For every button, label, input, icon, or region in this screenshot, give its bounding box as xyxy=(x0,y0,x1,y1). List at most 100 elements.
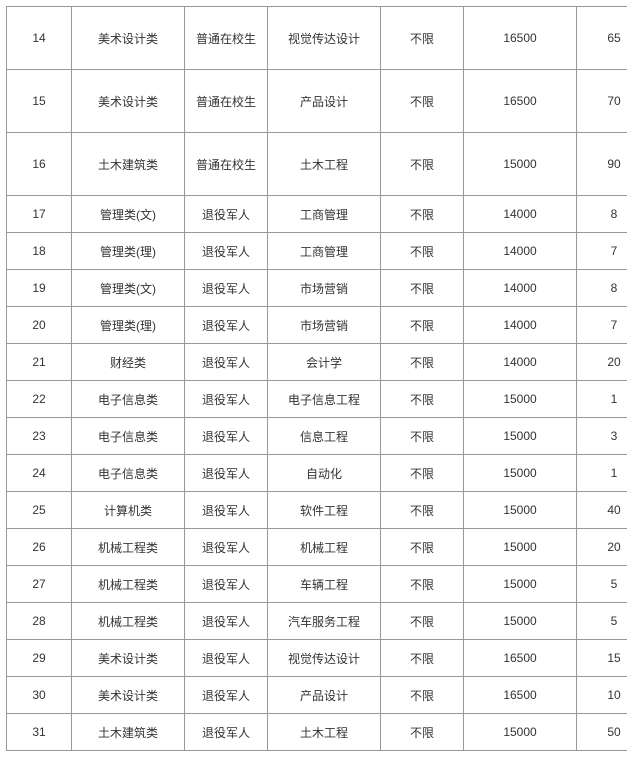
table-cell: 14000 xyxy=(464,307,577,344)
table-cell: 机械工程 xyxy=(268,529,381,566)
table-cell: 24 xyxy=(7,455,72,492)
table-cell: 25 xyxy=(7,492,72,529)
table-cell: 50 xyxy=(577,714,627,751)
table-cell: 车辆工程 xyxy=(268,566,381,603)
table-cell: 8 xyxy=(577,270,627,307)
table-cell: 美术设计类 xyxy=(72,640,185,677)
table-row: 15美术设计类普通在校生产品设计不限1650070 xyxy=(7,70,627,133)
table-cell: 不限 xyxy=(381,455,464,492)
table-cell: 23 xyxy=(7,418,72,455)
table-cell: 21 xyxy=(7,344,72,381)
table-cell: 不限 xyxy=(381,418,464,455)
table-cell: 退役军人 xyxy=(185,344,268,381)
table-cell: 产品设计 xyxy=(268,677,381,714)
table-cell: 退役军人 xyxy=(185,381,268,418)
table-cell: 退役军人 xyxy=(185,233,268,270)
table-cell: 土木工程 xyxy=(268,714,381,751)
table-row: 14美术设计类普通在校生视觉传达设计不限1650065 xyxy=(7,7,627,70)
table-cell: 机械工程类 xyxy=(72,529,185,566)
table-cell: 18 xyxy=(7,233,72,270)
table-cell: 30 xyxy=(7,677,72,714)
table-cell: 28 xyxy=(7,603,72,640)
table-cell: 土木工程 xyxy=(268,133,381,196)
table-cell: 电子信息类 xyxy=(72,381,185,418)
table-cell: 不限 xyxy=(381,714,464,751)
table-row: 17管理类(文)退役军人工商管理不限140008 xyxy=(7,196,627,233)
table-cell: 16500 xyxy=(464,7,577,70)
table-cell: 不限 xyxy=(381,603,464,640)
table-cell: 29 xyxy=(7,640,72,677)
table-cell: 14000 xyxy=(464,344,577,381)
table-cell: 15000 xyxy=(464,603,577,640)
table-cell: 退役军人 xyxy=(185,603,268,640)
table-cell: 工商管理 xyxy=(268,233,381,270)
table-cell: 10 xyxy=(577,677,627,714)
table-cell: 退役军人 xyxy=(185,307,268,344)
table-row: 19管理类(文)退役军人市场营销不限140008 xyxy=(7,270,627,307)
table-cell: 不限 xyxy=(381,566,464,603)
table-cell: 15000 xyxy=(464,714,577,751)
table-cell: 14000 xyxy=(464,270,577,307)
table-row: 20管理类(理)退役军人市场营销不限140007 xyxy=(7,307,627,344)
table-cell: 14 xyxy=(7,7,72,70)
table-cell: 工商管理 xyxy=(268,196,381,233)
table-row: 27机械工程类退役军人车辆工程不限150005 xyxy=(7,566,627,603)
table-cell: 退役军人 xyxy=(185,677,268,714)
table-cell: 1 xyxy=(577,455,627,492)
table-cell: 市场营销 xyxy=(268,307,381,344)
table-cell: 电子信息类 xyxy=(72,418,185,455)
table-cell: 16500 xyxy=(464,70,577,133)
table-cell: 管理类(文) xyxy=(72,270,185,307)
table-cell: 16500 xyxy=(464,677,577,714)
table-cell: 美术设计类 xyxy=(72,70,185,133)
table-cell: 14000 xyxy=(464,233,577,270)
table-cell: 不限 xyxy=(381,381,464,418)
table-cell: 财经类 xyxy=(72,344,185,381)
table-cell: 7 xyxy=(577,307,627,344)
table-cell: 不限 xyxy=(381,70,464,133)
data-table: 14美术设计类普通在校生视觉传达设计不限165006515美术设计类普通在校生产… xyxy=(6,6,627,751)
table-cell: 土木建筑类 xyxy=(72,133,185,196)
table-cell: 15000 xyxy=(464,133,577,196)
table-cell: 不限 xyxy=(381,7,464,70)
table-cell: 自动化 xyxy=(268,455,381,492)
table-cell: 机械工程类 xyxy=(72,603,185,640)
table-cell: 汽车服务工程 xyxy=(268,603,381,640)
table-cell: 15000 xyxy=(464,418,577,455)
table-cell: 退役军人 xyxy=(185,270,268,307)
table-cell: 退役军人 xyxy=(185,196,268,233)
table-cell: 退役军人 xyxy=(185,566,268,603)
table-cell: 90 xyxy=(577,133,627,196)
table-cell: 不限 xyxy=(381,529,464,566)
table-cell: 机械工程类 xyxy=(72,566,185,603)
table-cell: 管理类(文) xyxy=(72,196,185,233)
table-cell: 20 xyxy=(7,307,72,344)
table-cell: 软件工程 xyxy=(268,492,381,529)
table-row: 29美术设计类退役军人视觉传达设计不限1650015 xyxy=(7,640,627,677)
table-cell: 不限 xyxy=(381,196,464,233)
table-cell: 70 xyxy=(577,70,627,133)
table-cell: 15 xyxy=(577,640,627,677)
table-cell: 15000 xyxy=(464,566,577,603)
table-cell: 15000 xyxy=(464,492,577,529)
table-cell: 退役军人 xyxy=(185,640,268,677)
table-cell: 不限 xyxy=(381,640,464,677)
table-cell: 16 xyxy=(7,133,72,196)
table-cell: 31 xyxy=(7,714,72,751)
table-cell: 不限 xyxy=(381,492,464,529)
table-row: 22电子信息类退役军人电子信息工程不限150001 xyxy=(7,381,627,418)
table-cell: 退役军人 xyxy=(185,529,268,566)
table-cell: 不限 xyxy=(381,344,464,381)
table-cell: 信息工程 xyxy=(268,418,381,455)
table-cell: 普通在校生 xyxy=(185,7,268,70)
table-cell: 退役军人 xyxy=(185,714,268,751)
table-cell: 管理类(理) xyxy=(72,307,185,344)
table-cell: 19 xyxy=(7,270,72,307)
table-row: 25计算机类退役军人软件工程不限1500040 xyxy=(7,492,627,529)
table-cell: 电子信息类 xyxy=(72,455,185,492)
table-cell: 20 xyxy=(577,529,627,566)
table-cell: 22 xyxy=(7,381,72,418)
table-cell: 1 xyxy=(577,381,627,418)
table-cell: 美术设计类 xyxy=(72,677,185,714)
table-cell: 管理类(理) xyxy=(72,233,185,270)
